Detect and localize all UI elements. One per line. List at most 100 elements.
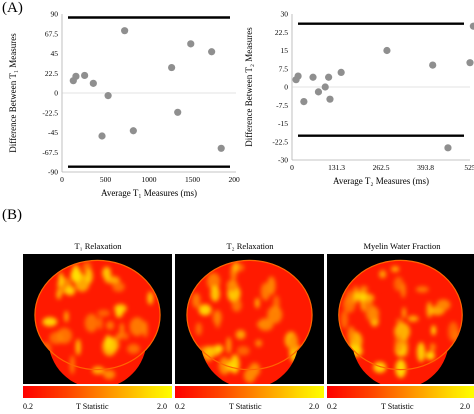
hotspot: [359, 285, 368, 293]
hotspot: [436, 299, 451, 311]
hotspot: [127, 343, 140, 354]
y-axis-title: Difference Between T₂ Measures: [244, 27, 254, 147]
data-point: [429, 61, 437, 69]
data-point: [168, 63, 176, 72]
x-tick-label: 525: [464, 163, 474, 172]
x-tick-label: 131.3: [328, 163, 345, 172]
hotspot: [85, 269, 93, 284]
data-point: [72, 72, 80, 80]
hotspot: [112, 281, 125, 292]
brain-outline: [34, 259, 161, 371]
y-tick-label: -45: [48, 128, 58, 137]
brain-title-t2: T₂ Relaxation: [226, 241, 274, 251]
brain-map-mwf: [327, 254, 474, 384]
colorbar-mwf-label: T Statistic: [381, 402, 414, 411]
data-point: [104, 92, 112, 100]
brain-map-t1: [23, 254, 172, 384]
y-tick-label: -30: [278, 156, 288, 165]
hotspot: [40, 342, 52, 357]
hotspot: [373, 361, 387, 373]
hotspot: [267, 305, 283, 324]
x-tick-label: 2000: [229, 175, 241, 184]
hotspot: [71, 264, 80, 283]
hotspot: [84, 313, 99, 333]
hotspot: [103, 369, 116, 380]
panel-label-b: (B): [2, 207, 22, 223]
x-tick-label: 262.5: [373, 163, 390, 172]
hotspot: [56, 289, 62, 300]
colorbar-t2-max: 2.0: [309, 402, 319, 411]
data-point: [294, 72, 302, 80]
data-point: [469, 22, 474, 30]
brain-title-mwf: Myelin Water Fraction: [363, 241, 441, 251]
data-point: [187, 40, 195, 48]
brain-hotspots: [40, 261, 154, 380]
hotspot: [415, 286, 429, 293]
hotspot: [42, 317, 58, 327]
hotspot: [206, 272, 221, 290]
hotspot: [49, 331, 64, 345]
x-axis-title: Average T₁ Measures (ms): [101, 188, 197, 198]
data-point: [326, 95, 334, 103]
hotspot: [267, 276, 276, 295]
hotspot: [255, 339, 263, 347]
hotspot: [119, 322, 125, 335]
colorbar-t1-min: 0.2: [23, 402, 33, 411]
colorbar-t1-max: 2.0: [157, 402, 167, 411]
data-point: [314, 88, 323, 96]
y-tick-label: 0: [54, 89, 58, 98]
hotspot: [407, 315, 419, 322]
brain-hotspots: [340, 265, 460, 379]
data-point: [98, 132, 106, 140]
hotspot: [426, 301, 433, 318]
hotspot: [233, 261, 238, 273]
hotspot: [257, 318, 274, 331]
data-point: [129, 127, 137, 135]
brain-outline: [186, 259, 313, 371]
colorbar-t2: [175, 386, 324, 398]
data-point: [309, 73, 317, 81]
hotspot: [129, 317, 145, 337]
x-tick-label: 0: [60, 175, 64, 184]
hotspot: [394, 333, 404, 353]
hotspot: [214, 309, 221, 329]
hotspot: [97, 309, 111, 317]
hotspot: [98, 316, 103, 330]
x-axis-title: Average T₂ Measures (ms): [333, 176, 429, 186]
hotspot: [340, 310, 349, 329]
data-point: [383, 46, 391, 55]
y-tick-label: 22.5: [275, 28, 288, 37]
hotspot: [65, 286, 76, 296]
y-tick-label: 22.5: [45, 69, 58, 78]
hotspot: [402, 307, 407, 319]
hotspot: [102, 337, 117, 357]
hotspot: [115, 333, 124, 340]
hotspot: [195, 322, 203, 336]
y-tick-label: 7.5: [279, 64, 289, 73]
hotspot: [390, 265, 400, 273]
hotspot: [106, 321, 115, 330]
brain-title-t1: T₁ Relaxation: [74, 241, 122, 251]
x-tick-label: 500: [100, 175, 112, 184]
y-tick-label: -90: [48, 168, 58, 177]
hotspot: [393, 276, 404, 292]
data-point: [89, 79, 97, 87]
hotspot: [379, 270, 387, 279]
x-tick-label: 1000: [142, 175, 157, 184]
y-tick-label: 45: [51, 49, 59, 58]
data-point: [208, 48, 216, 56]
hotspot: [353, 285, 359, 304]
data-point: [325, 73, 333, 81]
data-point: [300, 98, 308, 106]
data-point: [174, 108, 182, 116]
hotspot: [226, 336, 232, 354]
y-tick-label: -7.5: [276, 101, 288, 110]
hotspot: [102, 266, 112, 280]
colorbar-t1-label: T Statistic: [76, 402, 109, 411]
y-tick-label: 90: [51, 10, 59, 19]
hotspot: [416, 342, 426, 362]
data-point: [466, 59, 474, 67]
hotspot: [287, 334, 299, 351]
